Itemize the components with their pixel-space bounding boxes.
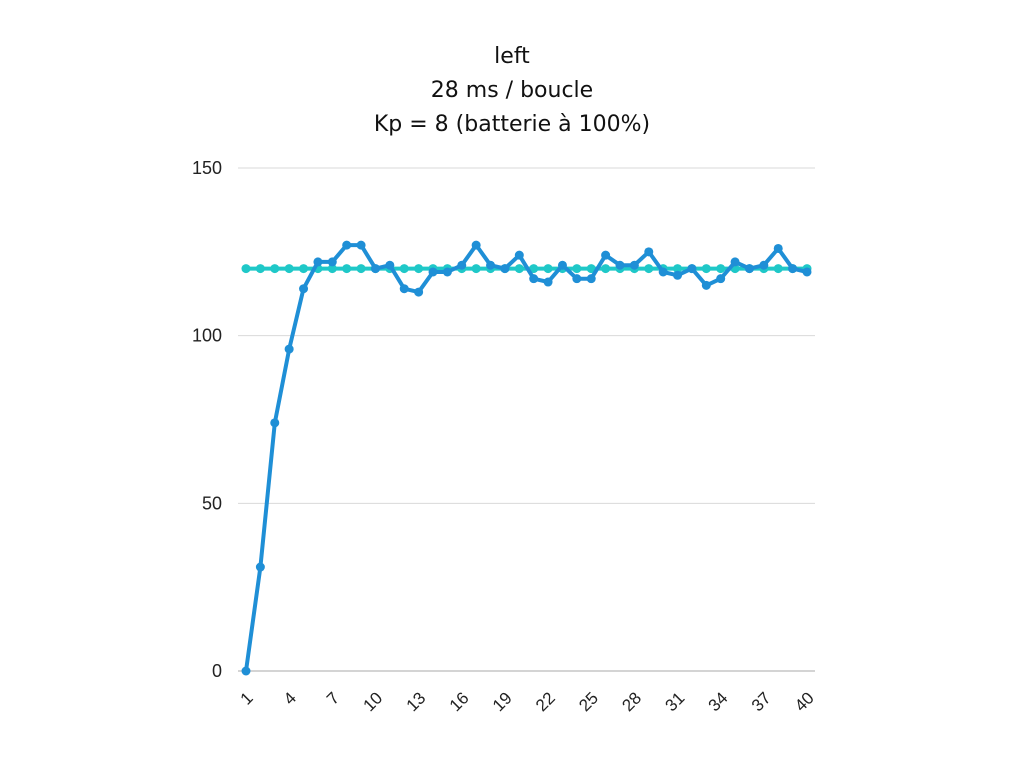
series-1-point bbox=[399, 284, 409, 294]
chart-title-line-2: 28 ms / boucle bbox=[430, 78, 594, 103]
series-1-point bbox=[629, 260, 639, 270]
series-2-point bbox=[601, 264, 611, 274]
series-2-point bbox=[255, 264, 265, 274]
series-1-point bbox=[356, 240, 366, 250]
series-1-point bbox=[701, 280, 711, 290]
series-1-point bbox=[601, 250, 611, 260]
series-1-point bbox=[313, 257, 323, 267]
series-1-point bbox=[442, 267, 452, 277]
series-2-point bbox=[543, 264, 553, 274]
series-1-point bbox=[788, 264, 798, 274]
series-1-point bbox=[299, 284, 309, 294]
x-tick-label: 4 bbox=[280, 688, 300, 708]
series-1-point bbox=[241, 666, 251, 676]
series-2-point bbox=[284, 264, 294, 274]
series-2-point bbox=[644, 264, 654, 274]
series-1-point bbox=[658, 267, 668, 277]
series-1-point bbox=[471, 240, 481, 250]
series-1 bbox=[241, 240, 812, 676]
series-2-point bbox=[673, 264, 683, 274]
series-1-point bbox=[586, 274, 596, 284]
series-2-point bbox=[572, 264, 582, 274]
series-1-point bbox=[255, 562, 265, 572]
series-1-point bbox=[644, 247, 654, 257]
series-1-point bbox=[500, 264, 510, 274]
x-tick-label: 22 bbox=[532, 688, 559, 715]
series-2-point bbox=[471, 264, 481, 274]
series-1-point bbox=[744, 264, 754, 274]
series-1-point bbox=[543, 277, 553, 287]
series-1-point bbox=[428, 267, 438, 277]
series-2-point bbox=[241, 264, 251, 274]
y-tick-label: 50 bbox=[202, 493, 222, 513]
x-tick-label: 1 bbox=[237, 688, 257, 708]
series-1-line bbox=[244, 243, 809, 673]
series-1-point bbox=[802, 267, 812, 277]
series-2-point bbox=[399, 264, 409, 274]
series-2-point bbox=[356, 264, 366, 274]
grid-lines bbox=[238, 167, 815, 504]
series-1-point bbox=[457, 260, 467, 270]
series-2-point bbox=[586, 264, 596, 274]
x-tick-label: 19 bbox=[489, 688, 516, 715]
series-1-point bbox=[486, 260, 496, 270]
series-1-point bbox=[572, 274, 582, 284]
chart-title-line-3: Kp = 8 (batterie à 100%) bbox=[373, 112, 651, 137]
series-2-point bbox=[342, 264, 352, 274]
series-2-point bbox=[773, 264, 783, 274]
series-2-point bbox=[299, 264, 309, 274]
y-tick-label: 100 bbox=[192, 326, 222, 346]
series-1-point bbox=[687, 264, 697, 274]
x-tick-label: 7 bbox=[323, 688, 343, 708]
series-1-point bbox=[385, 260, 395, 270]
axes: 0 50 100 150 1 4 7 10 13 16 19 22 25 28 31 34 37 40 bbox=[192, 158, 818, 715]
y-tick-label: 150 bbox=[192, 158, 222, 178]
series-1-point bbox=[673, 270, 683, 280]
series-1-point bbox=[327, 257, 337, 267]
series-1-point bbox=[529, 274, 539, 284]
x-tick-label: 34 bbox=[705, 688, 732, 715]
x-tick-label: 31 bbox=[662, 688, 689, 715]
series-1-point bbox=[514, 250, 524, 260]
series-1-point bbox=[342, 240, 352, 250]
series-1-point bbox=[370, 264, 380, 274]
chart-title-line-1: left bbox=[494, 44, 530, 69]
series-2-point bbox=[529, 264, 539, 274]
series-1-point bbox=[759, 260, 769, 270]
series-1-point bbox=[730, 257, 740, 267]
series-1-point bbox=[270, 418, 280, 428]
series-1-point bbox=[557, 260, 567, 270]
x-tick-label: 13 bbox=[403, 688, 430, 715]
x-tick-label: 28 bbox=[618, 688, 645, 715]
series-2-point bbox=[270, 264, 280, 274]
series-1-point bbox=[615, 260, 625, 270]
series-1-point bbox=[716, 274, 726, 284]
x-tick-label: 40 bbox=[791, 688, 818, 715]
chart-title: left 28 ms / boucle Kp = 8 (batterie à 1… bbox=[0, 40, 1024, 142]
series-1-point bbox=[284, 344, 294, 354]
series-2-point bbox=[701, 264, 711, 274]
x-tick-label: 37 bbox=[748, 688, 775, 715]
series-1-point bbox=[773, 243, 783, 253]
x-tick-label: 10 bbox=[359, 688, 386, 715]
series-2-point bbox=[414, 264, 424, 274]
series-1-point bbox=[414, 287, 424, 297]
series-2-point bbox=[716, 264, 726, 274]
series-group bbox=[241, 240, 812, 676]
series-2-point bbox=[514, 264, 524, 274]
series-2-point bbox=[327, 264, 337, 274]
x-tick-label: 16 bbox=[446, 688, 473, 715]
x-tick-label: 25 bbox=[575, 688, 602, 715]
y-tick-label: 0 bbox=[212, 661, 222, 681]
